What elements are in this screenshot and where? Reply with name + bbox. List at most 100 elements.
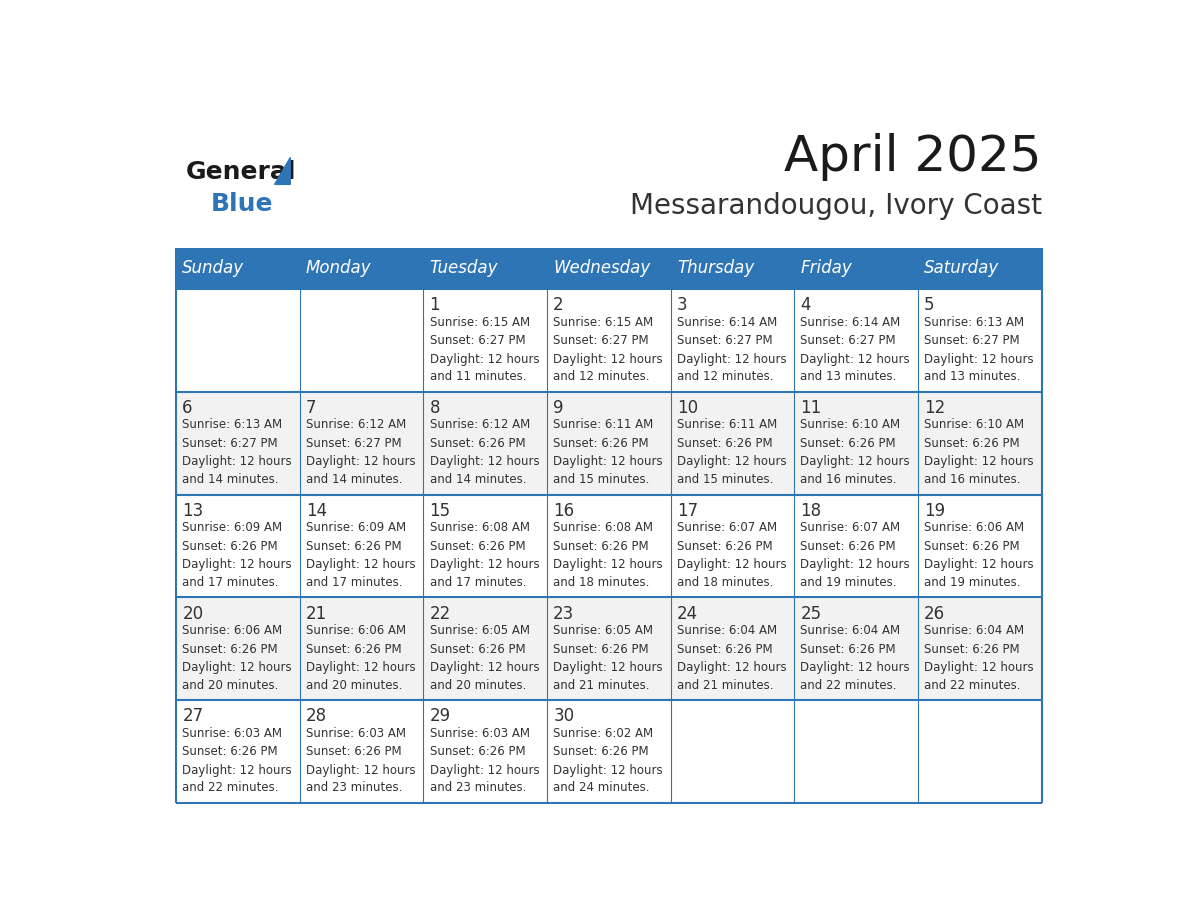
Text: Daylight: 12 hours: Daylight: 12 hours (430, 455, 539, 468)
Text: Sunset: 6:26 PM: Sunset: 6:26 PM (182, 745, 278, 758)
Text: Sunrise: 6:11 AM: Sunrise: 6:11 AM (554, 419, 653, 431)
Text: General: General (185, 161, 296, 185)
Text: Daylight: 12 hours: Daylight: 12 hours (924, 353, 1034, 365)
Text: and 12 minutes.: and 12 minutes. (677, 370, 773, 383)
Text: Daylight: 12 hours: Daylight: 12 hours (801, 661, 910, 674)
Text: Friday: Friday (801, 260, 852, 277)
Text: Sunset: 6:27 PM: Sunset: 6:27 PM (430, 334, 525, 347)
Text: Sunset: 6:27 PM: Sunset: 6:27 PM (677, 334, 772, 347)
Text: Sunset: 6:26 PM: Sunset: 6:26 PM (677, 437, 772, 450)
Text: Daylight: 12 hours: Daylight: 12 hours (554, 764, 663, 777)
Text: and 17 minutes.: and 17 minutes. (430, 576, 526, 588)
Text: Daylight: 12 hours: Daylight: 12 hours (677, 455, 786, 468)
Text: Daylight: 12 hours: Daylight: 12 hours (801, 353, 910, 365)
Text: 30: 30 (554, 707, 574, 725)
Text: and 17 minutes.: and 17 minutes. (307, 576, 403, 588)
Text: Sunset: 6:26 PM: Sunset: 6:26 PM (182, 540, 278, 553)
Text: and 15 minutes.: and 15 minutes. (554, 473, 650, 486)
Text: Daylight: 12 hours: Daylight: 12 hours (430, 661, 539, 674)
Text: and 20 minutes.: and 20 minutes. (430, 678, 526, 691)
Text: Sunset: 6:26 PM: Sunset: 6:26 PM (307, 643, 402, 655)
Text: Daylight: 12 hours: Daylight: 12 hours (677, 661, 786, 674)
Text: Sunrise: 6:06 AM: Sunrise: 6:06 AM (182, 624, 283, 637)
Text: Daylight: 12 hours: Daylight: 12 hours (554, 661, 663, 674)
Text: 23: 23 (554, 605, 575, 622)
Text: 24: 24 (677, 605, 699, 622)
Text: 25: 25 (801, 605, 822, 622)
Text: Sunrise: 6:13 AM: Sunrise: 6:13 AM (924, 316, 1024, 329)
Text: Daylight: 12 hours: Daylight: 12 hours (307, 764, 416, 777)
Text: Sunset: 6:26 PM: Sunset: 6:26 PM (801, 643, 896, 655)
Text: Sunset: 6:27 PM: Sunset: 6:27 PM (801, 334, 896, 347)
Text: April 2025: April 2025 (784, 133, 1042, 181)
Bar (176, 700, 1042, 803)
Text: Tuesday: Tuesday (430, 260, 498, 277)
Text: 15: 15 (430, 502, 450, 520)
Text: Daylight: 12 hours: Daylight: 12 hours (307, 558, 416, 571)
Text: Sunrise: 6:14 AM: Sunrise: 6:14 AM (677, 316, 777, 329)
Text: Sunset: 6:26 PM: Sunset: 6:26 PM (307, 745, 402, 758)
Text: and 13 minutes.: and 13 minutes. (924, 370, 1020, 383)
Text: 2: 2 (554, 297, 564, 314)
Text: Daylight: 12 hours: Daylight: 12 hours (554, 455, 663, 468)
Polygon shape (274, 158, 290, 185)
Text: and 14 minutes.: and 14 minutes. (307, 473, 403, 486)
Text: Sunset: 6:27 PM: Sunset: 6:27 PM (307, 437, 402, 450)
Text: 20: 20 (182, 605, 203, 622)
Text: Sunrise: 6:10 AM: Sunrise: 6:10 AM (924, 419, 1024, 431)
Text: 1: 1 (430, 297, 441, 314)
Text: Sunrise: 6:14 AM: Sunrise: 6:14 AM (801, 316, 901, 329)
Text: Sunrise: 6:07 AM: Sunrise: 6:07 AM (677, 521, 777, 534)
Text: Daylight: 12 hours: Daylight: 12 hours (182, 661, 292, 674)
Text: and 14 minutes.: and 14 minutes. (430, 473, 526, 486)
Text: Sunrise: 6:11 AM: Sunrise: 6:11 AM (677, 419, 777, 431)
Text: 4: 4 (801, 297, 811, 314)
Text: Sunrise: 6:09 AM: Sunrise: 6:09 AM (307, 521, 406, 534)
Text: Daylight: 12 hours: Daylight: 12 hours (182, 558, 292, 571)
Text: 9: 9 (554, 399, 564, 417)
Text: and 11 minutes.: and 11 minutes. (430, 370, 526, 383)
Text: Sunrise: 6:02 AM: Sunrise: 6:02 AM (554, 727, 653, 740)
Text: Sunset: 6:26 PM: Sunset: 6:26 PM (801, 437, 896, 450)
Text: and 18 minutes.: and 18 minutes. (677, 576, 773, 588)
Text: 8: 8 (430, 399, 440, 417)
Text: Sunrise: 6:06 AM: Sunrise: 6:06 AM (924, 521, 1024, 534)
Text: and 16 minutes.: and 16 minutes. (924, 473, 1020, 486)
Text: Sunrise: 6:15 AM: Sunrise: 6:15 AM (430, 316, 530, 329)
Text: Sunset: 6:26 PM: Sunset: 6:26 PM (677, 540, 772, 553)
Text: Sunset: 6:26 PM: Sunset: 6:26 PM (554, 643, 649, 655)
Text: Sunrise: 6:08 AM: Sunrise: 6:08 AM (554, 521, 653, 534)
Text: Daylight: 12 hours: Daylight: 12 hours (430, 353, 539, 365)
Text: 22: 22 (430, 605, 450, 622)
Text: Daylight: 12 hours: Daylight: 12 hours (801, 455, 910, 468)
Text: Daylight: 12 hours: Daylight: 12 hours (182, 455, 292, 468)
Text: Daylight: 12 hours: Daylight: 12 hours (182, 764, 292, 777)
Text: Messarandougou, Ivory Coast: Messarandougou, Ivory Coast (630, 192, 1042, 219)
Text: and 22 minutes.: and 22 minutes. (924, 678, 1020, 691)
Text: Daylight: 12 hours: Daylight: 12 hours (430, 764, 539, 777)
Text: Sunset: 6:26 PM: Sunset: 6:26 PM (924, 540, 1019, 553)
Text: and 21 minutes.: and 21 minutes. (677, 678, 773, 691)
Text: Sunset: 6:26 PM: Sunset: 6:26 PM (430, 643, 525, 655)
Text: 5: 5 (924, 297, 935, 314)
Text: Daylight: 12 hours: Daylight: 12 hours (801, 558, 910, 571)
Bar (176, 392, 1042, 495)
Text: 19: 19 (924, 502, 946, 520)
Text: Daylight: 12 hours: Daylight: 12 hours (924, 661, 1034, 674)
Text: and 14 minutes.: and 14 minutes. (182, 473, 279, 486)
Text: Sunset: 6:26 PM: Sunset: 6:26 PM (182, 643, 278, 655)
Text: Sunrise: 6:04 AM: Sunrise: 6:04 AM (924, 624, 1024, 637)
Text: and 17 minutes.: and 17 minutes. (182, 576, 279, 588)
Text: and 24 minutes.: and 24 minutes. (554, 781, 650, 794)
Text: 3: 3 (677, 297, 688, 314)
Text: and 13 minutes.: and 13 minutes. (801, 370, 897, 383)
Text: Daylight: 12 hours: Daylight: 12 hours (430, 558, 539, 571)
Text: Sunrise: 6:12 AM: Sunrise: 6:12 AM (307, 419, 406, 431)
Text: Sunrise: 6:03 AM: Sunrise: 6:03 AM (307, 727, 406, 740)
Text: Sunrise: 6:03 AM: Sunrise: 6:03 AM (430, 727, 530, 740)
Bar (176, 598, 1042, 700)
Text: and 21 minutes.: and 21 minutes. (554, 678, 650, 691)
Text: Sunrise: 6:07 AM: Sunrise: 6:07 AM (801, 521, 901, 534)
Text: Daylight: 12 hours: Daylight: 12 hours (554, 558, 663, 571)
Text: and 12 minutes.: and 12 minutes. (554, 370, 650, 383)
